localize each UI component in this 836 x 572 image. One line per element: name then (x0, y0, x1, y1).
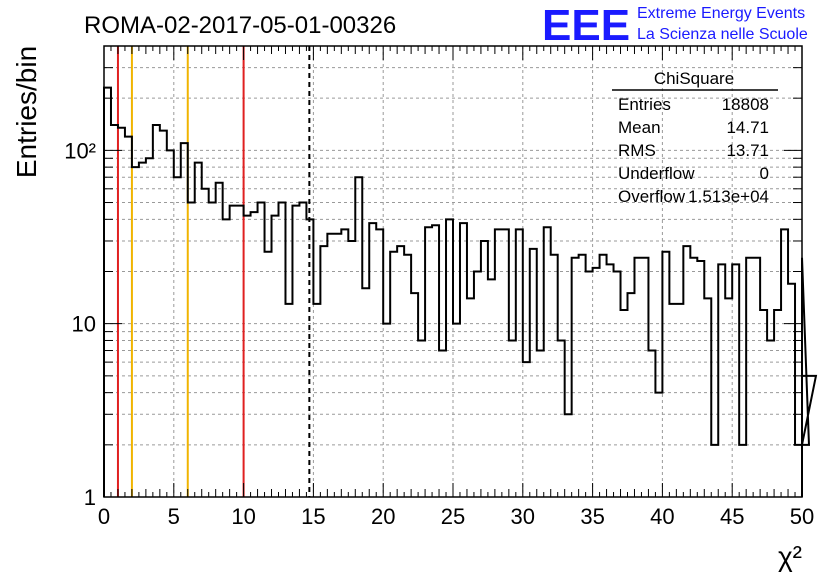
eee-logo: EEE Extreme Energy Events La Scienza nel… (542, 1, 808, 50)
stats-title: ChiSquare (654, 69, 734, 88)
x-tick-label: 10 (231, 504, 255, 529)
x-tick-label: 15 (301, 504, 325, 529)
x-axis-title: χ² (778, 541, 802, 572)
logo-letters: EEE (542, 1, 630, 50)
axes: 0 5 10 15 20 25 30 35 40 45 50 1 10 10² (64, 45, 814, 529)
x-tick-label: 35 (580, 504, 604, 529)
stats-value-overflow: 1.513e+04 (688, 187, 769, 206)
histogram (103, 86, 818, 497)
stats-label-rms: RMS (618, 141, 656, 160)
chart-title: ROMA-02-2017-05-01-00326 (84, 12, 396, 39)
x-tick-label: 30 (511, 504, 535, 529)
x-tick-label: 45 (720, 504, 744, 529)
stats-value-underflow: 0 (760, 164, 769, 183)
logo-line-1: Extreme Energy Events (637, 5, 805, 22)
histogram-line (103, 86, 818, 497)
logo-line-2: La Scienza nelle Scuole (637, 26, 808, 43)
x-tick-label: 20 (371, 504, 395, 529)
stats-label-mean: Mean (618, 118, 661, 137)
y-tick-label: 10 (72, 312, 96, 337)
stats-value-mean: 14.71 (726, 118, 769, 137)
stats-label-underflow: Underflow (618, 164, 695, 183)
x-tick-label: 0 (98, 504, 110, 529)
stats-value-entries: 18808 (722, 95, 769, 114)
y-tick-label: 10² (64, 138, 96, 163)
x-tick-label: 25 (441, 504, 465, 529)
stats-value-rms: 13.71 (726, 141, 769, 160)
x-tick-label: 50 (790, 504, 814, 529)
y-tick-label: 1 (84, 485, 96, 510)
grid (104, 46, 802, 497)
x-tick-label: 40 (650, 504, 674, 529)
x-tick-label: 5 (168, 504, 180, 529)
stats-label-overflow: Overflow (618, 187, 686, 206)
stats-label-entries: Entries (618, 95, 671, 114)
y-axis-title: Entries/bin (11, 46, 42, 178)
reference-lines (116, 46, 311, 497)
stats-box: ChiSquare Entries 18808 Mean 14.71 RMS 1… (612, 69, 778, 206)
